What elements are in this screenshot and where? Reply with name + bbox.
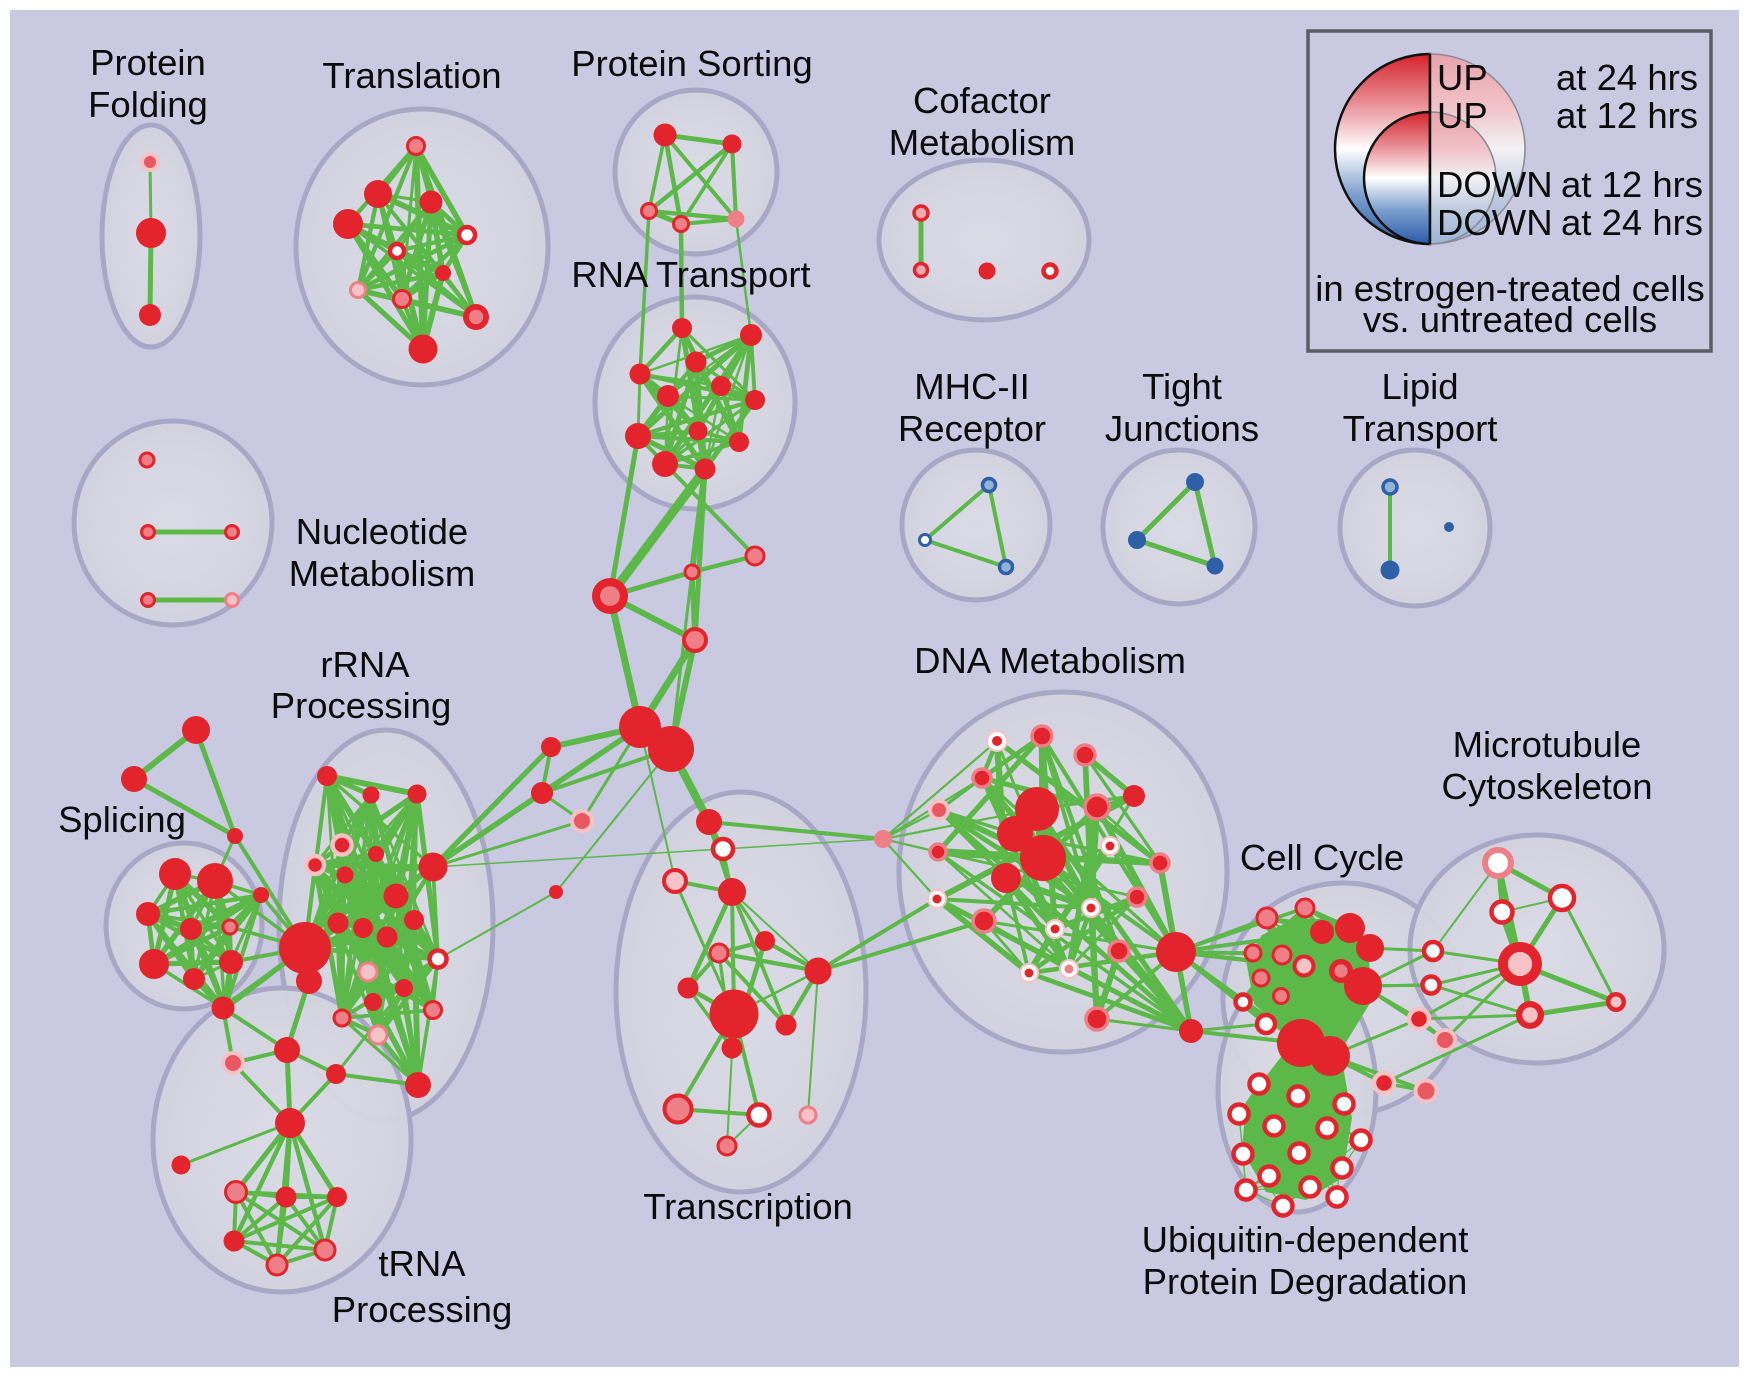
svg-text:Folding: Folding <box>88 84 208 125</box>
svg-text:Splicing: Splicing <box>58 799 186 840</box>
svg-text:Nucleotide: Nucleotide <box>296 511 468 552</box>
svg-text:UP: UP <box>1437 57 1488 98</box>
svg-text:Transport: Transport <box>1343 408 1498 449</box>
svg-text:DOWN: DOWN <box>1437 164 1553 205</box>
svg-text:rRNA: rRNA <box>320 644 410 685</box>
svg-text:Processing: Processing <box>332 1289 513 1330</box>
svg-text:at 24 hrs: at 24 hrs <box>1556 57 1698 98</box>
svg-text:at 12 hrs: at 12 hrs <box>1556 95 1698 136</box>
svg-text:at 12 hrs: at 12 hrs <box>1561 164 1703 205</box>
svg-text:Processing: Processing <box>271 685 452 726</box>
svg-text:Microtubule: Microtubule <box>1453 724 1642 765</box>
svg-text:Protein: Protein <box>90 42 206 83</box>
svg-text:MHC-II: MHC-II <box>914 366 1030 407</box>
svg-text:Metabolism: Metabolism <box>289 553 476 594</box>
svg-text:UP: UP <box>1437 95 1488 136</box>
svg-text:in estrogen-treated cells: in estrogen-treated cells <box>1315 268 1705 309</box>
svg-text:Transcription: Transcription <box>643 1186 853 1227</box>
svg-text:Lipid: Lipid <box>1381 366 1458 407</box>
svg-text:Metabolism: Metabolism <box>889 122 1076 163</box>
svg-text:Protein Degradation: Protein Degradation <box>1143 1261 1468 1302</box>
svg-text:RNA Transport: RNA Transport <box>571 254 810 295</box>
svg-text:Receptor: Receptor <box>898 408 1046 449</box>
svg-text:DOWN: DOWN <box>1437 202 1553 243</box>
svg-text:Cofactor: Cofactor <box>913 80 1051 121</box>
svg-text:Protein Sorting: Protein Sorting <box>571 43 812 84</box>
svg-text:tRNA: tRNA <box>378 1243 466 1284</box>
svg-text:vs. untreated cells: vs. untreated cells <box>1363 299 1657 340</box>
svg-text:DNA Metabolism: DNA Metabolism <box>914 640 1186 681</box>
svg-text:Junctions: Junctions <box>1105 408 1259 449</box>
svg-text:Tight: Tight <box>1142 366 1222 407</box>
svg-text:at 24 hrs: at 24 hrs <box>1561 202 1703 243</box>
svg-text:Cell Cycle: Cell Cycle <box>1240 837 1404 878</box>
svg-text:Cytoskeleton: Cytoskeleton <box>1442 766 1653 807</box>
svg-text:Translation: Translation <box>322 55 501 96</box>
svg-text:Ubiquitin-dependent: Ubiquitin-dependent <box>1142 1219 1469 1260</box>
